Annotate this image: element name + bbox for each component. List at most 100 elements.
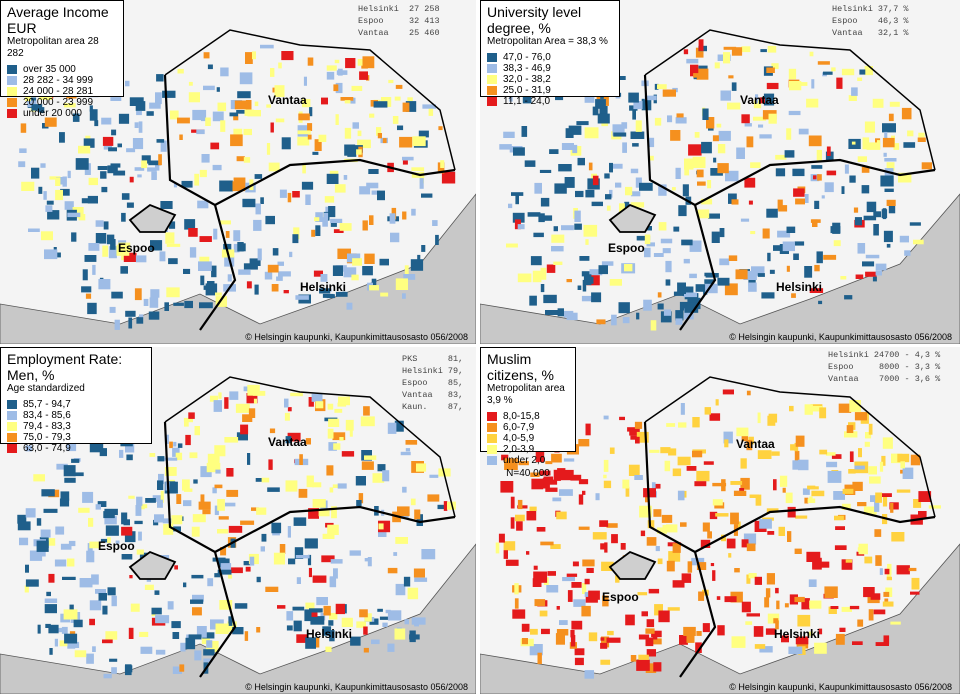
area-block [315,225,321,236]
area-block [111,291,123,299]
legend-item: 79,4 - 83,3 [7,421,145,432]
border-helsinki-vantaa [694,158,936,206]
area-block [723,431,733,444]
area-block [57,627,68,633]
area-block [393,552,398,556]
area-block [649,155,654,161]
area-block [808,135,822,147]
area-block [157,499,163,508]
area-block [164,457,178,461]
area-block [92,264,96,275]
area-block [357,139,371,149]
area-block [590,276,594,284]
area-block [230,567,243,574]
area-block [316,597,328,606]
area-block [644,234,651,245]
area-block [698,591,705,601]
area-block [315,212,323,222]
area-block [556,606,560,610]
area-block [613,132,627,137]
area-block [913,499,922,508]
area-block [364,455,377,460]
area-block [314,637,320,648]
area-block [736,147,745,159]
area-block [745,621,753,625]
area-block [784,150,795,158]
area-block [146,111,154,116]
area-block [233,230,241,242]
area-block [55,177,61,186]
area-block [918,491,932,502]
area-block [323,605,331,616]
area-block [657,558,663,565]
area-block [107,537,111,543]
map-subtitle: Age standardized [7,383,85,394]
area-block [645,663,657,673]
area-block [313,270,323,277]
area-block [828,606,837,614]
stats-text: Helsinki 27 258 Espoo 32 413 Vantaa 25 460 [358,3,440,39]
area-block [118,113,130,124]
area-block [148,311,160,320]
area-block [773,245,786,251]
area-block [121,554,133,560]
area-block [333,229,344,233]
area-block [232,184,243,191]
area-block [618,302,630,314]
area-block [875,492,882,503]
area-block [804,497,809,504]
area-block [696,470,710,482]
area-block [157,456,165,462]
area-block [695,642,702,653]
area-block [332,265,343,276]
area-block [416,463,427,472]
area-block [344,100,351,104]
area-block [533,232,544,238]
area-block [314,217,320,222]
area-block [405,440,418,445]
area-block [526,511,537,521]
area-block [827,470,842,483]
area-block [265,215,275,225]
area-block [603,474,607,479]
area-block [712,135,719,142]
area-block [551,234,565,243]
area-block [233,243,240,253]
area-block [322,217,328,227]
area-block [333,443,341,450]
stats-line: Helsinki 79, [402,366,464,376]
area-block [665,279,671,286]
area-block [589,269,603,276]
area-block [910,591,920,595]
area-block [114,319,120,330]
area-block [228,616,233,626]
area-block [788,68,797,80]
stats-line: PKS 81, [402,354,464,364]
area-block [59,132,65,143]
area-block [296,634,307,643]
area-block [149,102,161,109]
area-block [25,564,29,573]
area-block [551,453,562,463]
area-block [603,415,609,420]
area-block [183,500,192,507]
area-block [322,533,335,539]
area-block [243,128,252,136]
area-block [826,461,838,468]
area-block [583,224,598,237]
area-block [138,121,143,133]
area-block [245,52,253,64]
area-block [87,302,97,315]
legend-item: 4,0-5,9 [487,433,569,444]
area-block [129,575,133,579]
area-block [521,623,530,632]
area-block [812,219,818,227]
area-block [635,177,642,188]
area-block [188,92,200,103]
area-block [267,487,280,492]
area-block [312,151,319,155]
area-block [268,162,280,172]
area-block [630,655,637,662]
area-block [115,540,120,544]
area-block [160,201,173,209]
